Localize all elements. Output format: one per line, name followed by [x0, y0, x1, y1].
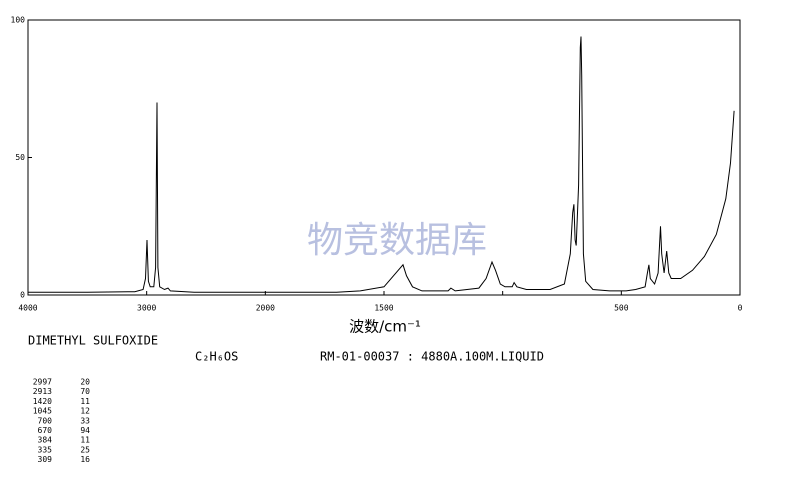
compound-name: DIMETHYL SULFOXIDE — [28, 334, 158, 348]
y-tick-label: 0 — [20, 291, 25, 300]
y-tick-label: 50 — [15, 153, 25, 162]
peak-intensity: 20 — [80, 378, 90, 387]
x-tick-label: 3000 — [137, 304, 156, 313]
peak-wavenumber: 2997 — [33, 378, 52, 387]
spectrum-line — [28, 36, 735, 293]
peak-wavenumber: 1420 — [33, 397, 52, 406]
peak-intensity: 11 — [80, 436, 90, 445]
peak-intensity: 12 — [80, 407, 90, 416]
peak-intensity: 33 — [80, 416, 90, 425]
x-tick-label: 4000 — [18, 304, 37, 313]
peak-wavenumber: 384 — [38, 436, 53, 445]
peak-wavenumber: 309 — [38, 455, 53, 464]
peak-intensity: 70 — [80, 387, 90, 396]
x-axis-label: 波数/cm⁻¹ — [349, 318, 421, 336]
peak-wavenumber: 670 — [38, 426, 53, 435]
watermark: 物竞数据库 — [307, 220, 487, 261]
peak-wavenumber: 1045 — [33, 407, 52, 416]
x-tick-label: 500 — [614, 304, 629, 313]
x-tick-label: 2000 — [256, 304, 275, 313]
peak-wavenumber: 335 — [38, 445, 53, 454]
peak-wavenumber: 2913 — [33, 387, 52, 396]
peak-wavenumber: 700 — [38, 416, 53, 425]
peak-intensity: 94 — [80, 426, 90, 435]
peak-intensity: 25 — [80, 445, 90, 454]
peak-intensity: 16 — [80, 455, 90, 464]
x-tick-label: 1500 — [374, 304, 393, 313]
peak-intensity: 11 — [80, 397, 90, 406]
x-tick-label: 0 — [738, 304, 743, 313]
record: RM-01-00037 : 4880A.100M.LIQUID — [320, 350, 544, 364]
formula: C₂H₆OS — [195, 350, 238, 364]
y-tick-label: 100 — [11, 16, 26, 25]
